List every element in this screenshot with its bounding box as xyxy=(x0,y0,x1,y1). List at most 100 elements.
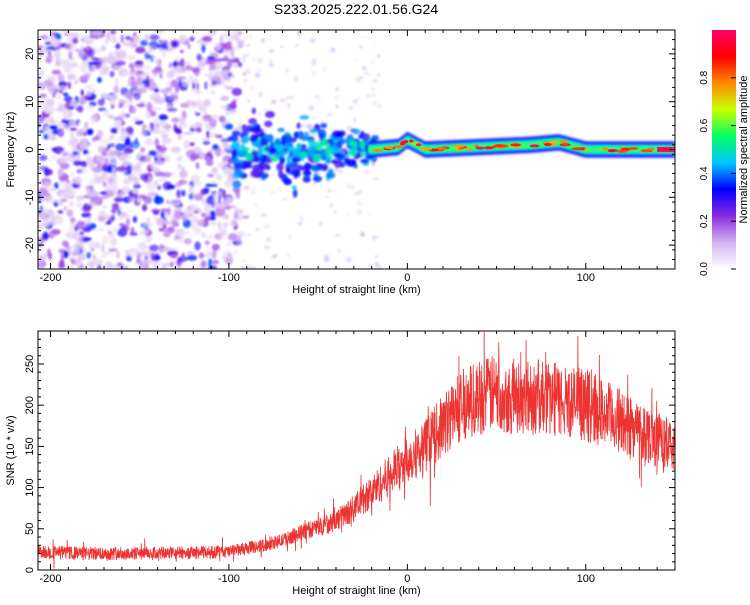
noise-blob xyxy=(374,261,379,268)
noise-blob xyxy=(106,190,115,197)
noise-blob xyxy=(43,133,49,140)
noise-blob xyxy=(373,177,379,180)
noise-blob xyxy=(100,65,111,70)
noise-blob xyxy=(150,252,155,261)
noise-blob xyxy=(205,57,215,65)
noise-blob xyxy=(355,58,359,61)
noise-blob xyxy=(93,171,97,179)
colorbar: 0.0 0.2 0.4 0.6 0.8 Normalized spectral ampli… xyxy=(699,30,750,276)
noise-blob xyxy=(76,220,86,230)
transition-blob xyxy=(244,153,253,161)
noise-blob xyxy=(194,181,203,186)
noise-blob xyxy=(144,51,150,60)
noise-blob xyxy=(218,221,222,231)
noise-blob xyxy=(241,215,250,219)
noise-blob xyxy=(149,34,160,41)
noise-blob xyxy=(235,192,241,199)
noise-blob xyxy=(176,76,187,81)
noise-blob xyxy=(372,101,377,106)
noise-blob xyxy=(110,173,115,180)
noise-blob xyxy=(120,130,128,139)
noise-blob xyxy=(220,105,227,110)
transition-blob xyxy=(292,169,300,177)
noise-blob xyxy=(108,151,117,156)
noise-blob xyxy=(188,185,194,195)
noise-blob xyxy=(211,190,218,196)
noise-blob xyxy=(319,221,323,226)
noise-blob xyxy=(88,241,97,250)
noise-blob xyxy=(366,94,370,98)
noise-blob xyxy=(184,65,193,71)
noise-blob xyxy=(82,226,92,233)
noise-blob xyxy=(101,235,109,244)
noise-blob xyxy=(212,144,219,151)
noise-blob xyxy=(368,213,371,216)
y-tick-label: 150 xyxy=(24,437,36,455)
noise-blob xyxy=(63,206,68,211)
noise-blob xyxy=(230,219,238,227)
noise-blob xyxy=(92,258,104,265)
noise-blob xyxy=(323,254,330,259)
noise-blob xyxy=(167,206,172,216)
noise-blob xyxy=(68,200,74,208)
noise-blob xyxy=(96,228,106,232)
noise-blob xyxy=(86,251,92,259)
noise-blob xyxy=(113,85,120,94)
y-tick-label: 20 xyxy=(24,48,36,60)
noise-blob xyxy=(76,130,83,137)
transition-blob xyxy=(274,152,285,159)
noise-blob xyxy=(43,181,52,188)
noise-blob xyxy=(134,251,142,255)
noise-blob xyxy=(77,253,86,262)
noise-blob xyxy=(48,252,53,261)
noise-blob xyxy=(368,74,373,77)
tone-peak xyxy=(403,140,409,143)
noise-blob xyxy=(238,31,242,36)
noise-blob xyxy=(176,190,181,199)
transition-blob xyxy=(277,127,285,133)
noise-blob xyxy=(116,250,120,259)
noise-blob xyxy=(166,184,176,190)
noise-blob xyxy=(100,254,107,258)
noise-blob xyxy=(149,161,157,170)
noise-blob xyxy=(88,178,96,186)
transition-blob xyxy=(346,158,357,167)
noise-blob xyxy=(154,30,164,34)
noise-blob xyxy=(227,235,231,238)
transition-blob xyxy=(268,146,277,155)
noise-blob xyxy=(123,177,131,185)
noise-blob xyxy=(90,248,95,252)
noise-blob xyxy=(143,196,153,204)
noise-blob xyxy=(120,214,131,219)
transition-blob xyxy=(286,146,296,152)
noise-blob xyxy=(300,124,305,128)
noise-blob xyxy=(154,194,159,204)
noise-blob xyxy=(125,35,131,41)
noise-blob xyxy=(108,94,119,101)
noise-blob xyxy=(101,171,108,180)
noise-blob xyxy=(39,93,47,98)
noise-blob xyxy=(153,264,159,269)
noise-blob xyxy=(74,247,81,254)
transition-blob xyxy=(328,145,339,151)
noise-blob xyxy=(202,114,213,121)
noise-blob xyxy=(220,150,226,155)
noise-blob xyxy=(89,159,96,169)
noise-blob xyxy=(57,57,64,63)
noise-blob xyxy=(39,154,48,161)
noise-blob xyxy=(136,155,142,161)
noise-blob xyxy=(88,65,96,72)
transition-blob xyxy=(250,169,259,178)
noise-blob xyxy=(334,95,338,100)
noise-blob xyxy=(136,198,142,203)
noise-blob xyxy=(44,41,52,46)
transition-blob xyxy=(231,148,238,158)
noise-blob xyxy=(375,254,378,259)
noise-blob xyxy=(70,171,75,176)
noise-blob xyxy=(288,96,294,99)
noise-blob xyxy=(110,237,118,247)
noise-blob xyxy=(232,186,241,193)
y-tick-label: 0 xyxy=(24,146,36,152)
noise-blob xyxy=(63,62,73,70)
noise-blob xyxy=(201,35,213,43)
